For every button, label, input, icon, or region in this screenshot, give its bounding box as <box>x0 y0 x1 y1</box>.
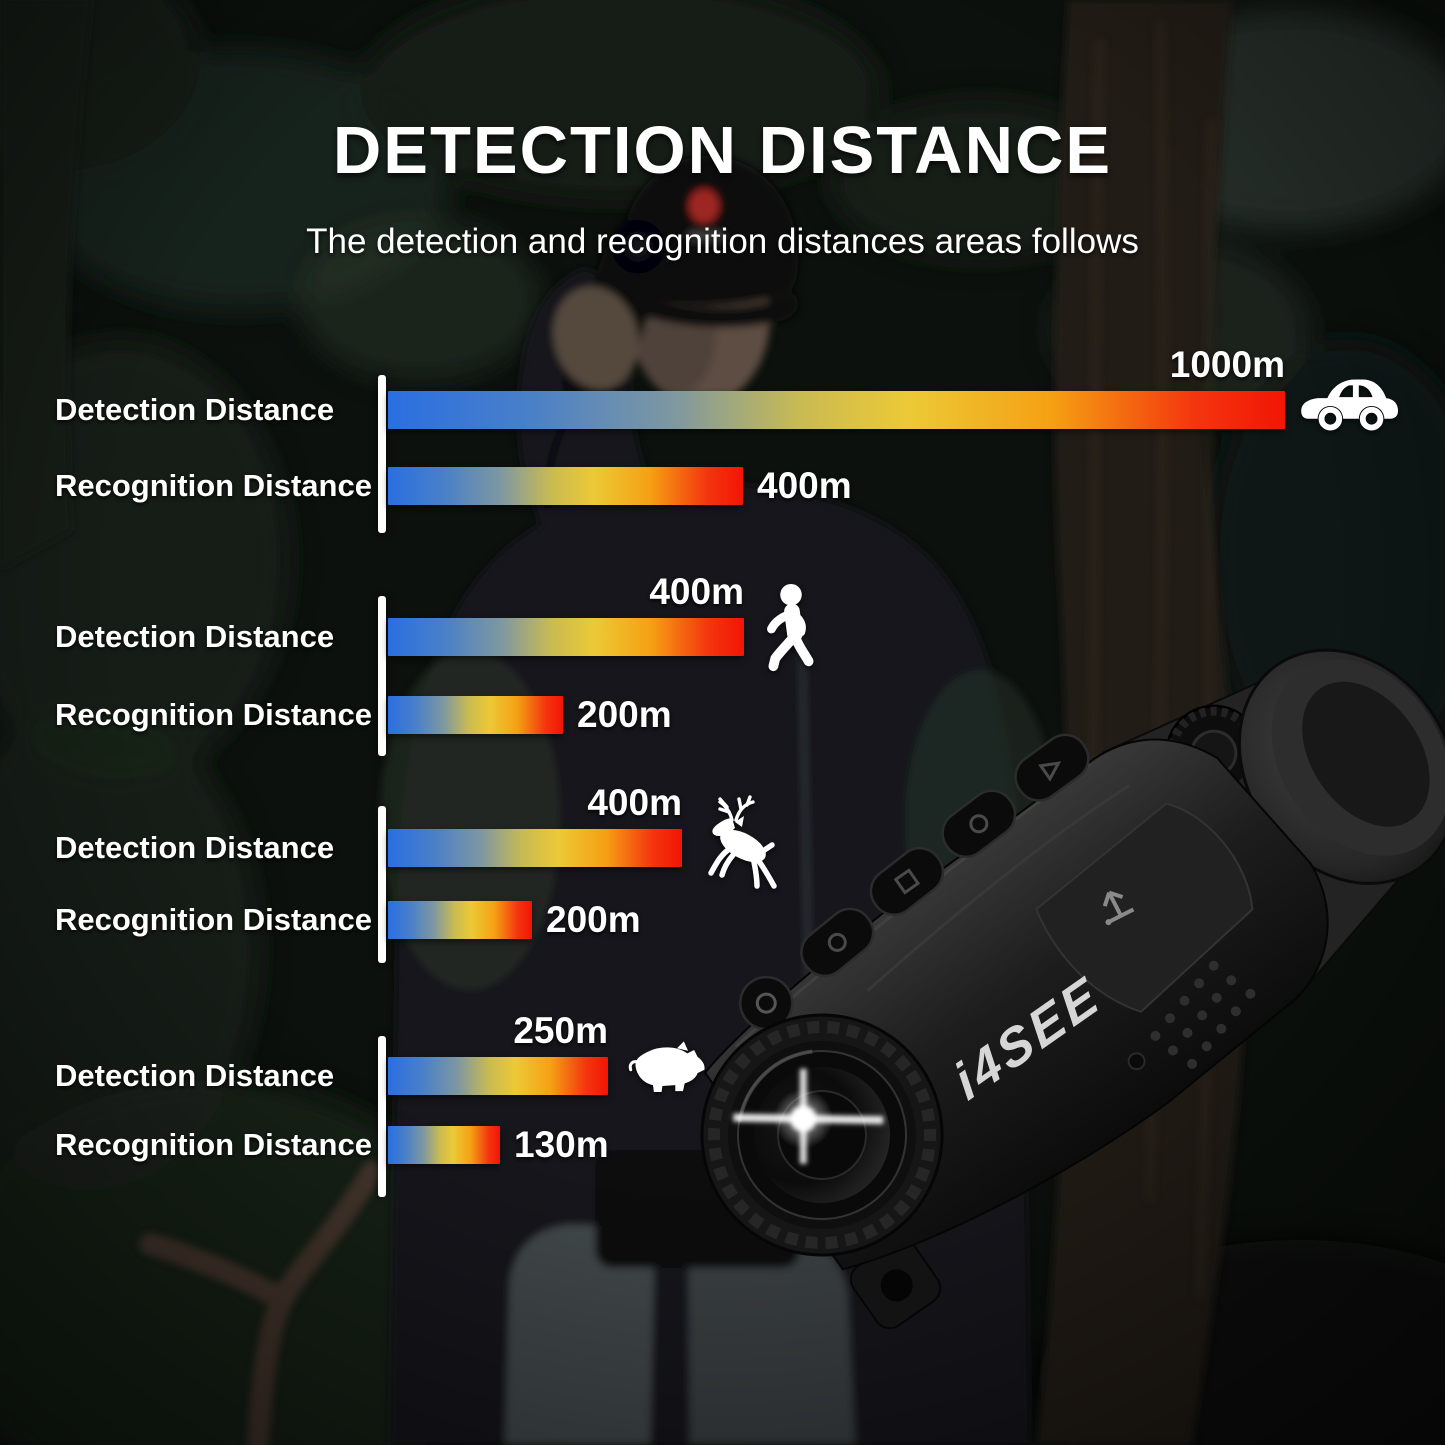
detection-distance-label: Detection Distance <box>55 392 335 427</box>
top-buttons <box>739 733 1090 1031</box>
recognition-value: 400m <box>757 465 852 506</box>
objective-lens <box>700 1013 944 1257</box>
detection-bar: 1000m <box>388 344 1285 429</box>
detection-distance-label: Detection Distance <box>55 830 335 865</box>
axis-line <box>378 1036 386 1197</box>
axis-line <box>378 806 386 963</box>
page-title: DETECTION DISTANCE <box>332 113 1113 188</box>
recognition-value: 200m <box>546 899 641 940</box>
boar-icon <box>622 1038 708 1098</box>
detection-distance-label: Detection Distance <box>55 619 335 654</box>
detection-value: 400m <box>649 571 744 612</box>
usb-icon <box>1102 890 1135 926</box>
recognition-value: 130m <box>514 1124 609 1165</box>
side-panel <box>1035 802 1254 1013</box>
recognition-distance-label: Recognition Distance <box>55 697 372 732</box>
car-icon <box>1298 370 1400 436</box>
recognition-bar: 200m <box>388 694 672 735</box>
detection-bar: 250m <box>388 1010 608 1095</box>
lens-glare <box>733 1068 884 1164</box>
detection-bar: 400m <box>388 571 744 656</box>
recognition-bar: 400m <box>388 465 852 506</box>
recognition-bar: 200m <box>388 899 641 940</box>
subtitle: The detection and recognition distances … <box>306 222 1139 261</box>
person-icon <box>764 582 818 676</box>
detection-distance-label: Detection Distance <box>55 1058 335 1093</box>
recognition-value: 200m <box>577 694 672 735</box>
grip-texture <box>1150 960 1256 1069</box>
detection-value: 1000m <box>1169 344 1285 385</box>
detection-bar: 400m <box>388 782 682 867</box>
recognition-distance-label: Recognition Distance <box>55 1127 372 1162</box>
detection-value: 400m <box>587 782 682 823</box>
thermal-monocular-product: i4SEE <box>700 648 1445 1330</box>
axis-line <box>378 375 386 533</box>
detection-value: 250m <box>513 1010 608 1051</box>
axis-line <box>378 596 386 756</box>
recognition-distance-label: Recognition Distance <box>55 468 372 503</box>
recognition-bar: 130m <box>388 1124 609 1165</box>
deer-icon <box>702 794 780 890</box>
eyepiece <box>1237 648 1445 885</box>
recognition-distance-label: Recognition Distance <box>55 902 372 937</box>
